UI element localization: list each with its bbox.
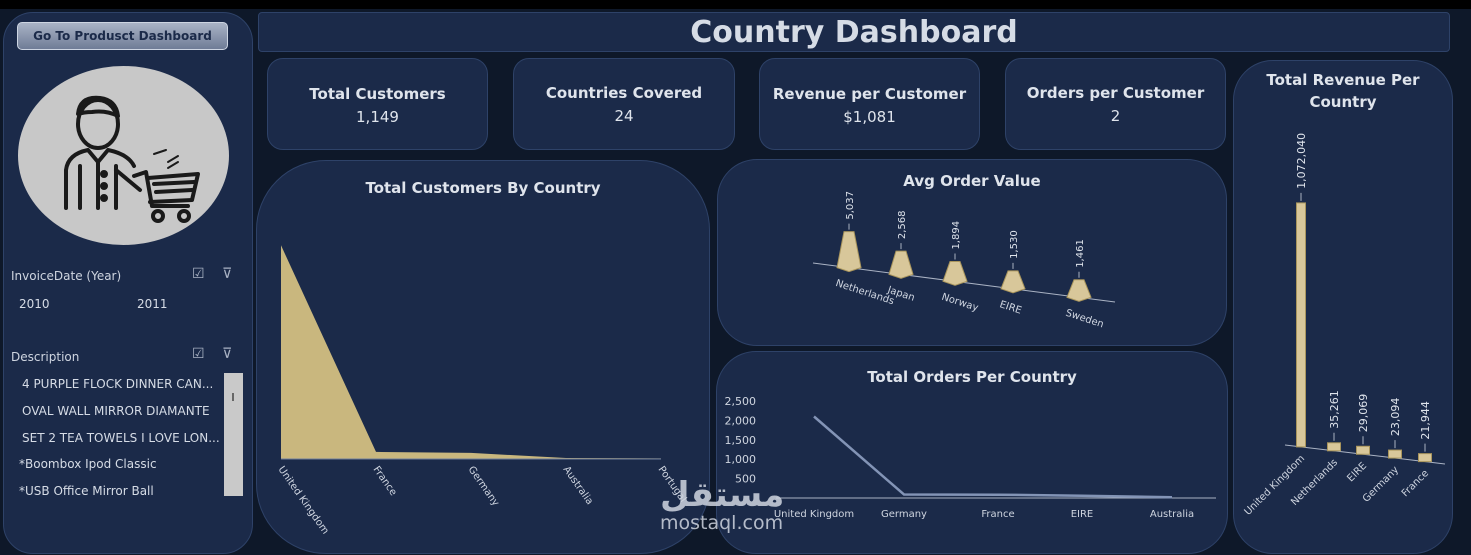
x-tick-label: Norway: [940, 292, 980, 314]
revenue-bar: [1418, 453, 1432, 463]
x-tick-label: Australia: [1150, 509, 1194, 520]
top-edge: [0, 0, 1471, 9]
kpi-card-orders-per-customer: Orders per Customer 2: [1005, 58, 1226, 150]
y-tick-label: 500: [735, 473, 756, 486]
data-label: 21,944: [1419, 401, 1432, 440]
multi-select-icon[interactable]: ☑: [192, 346, 205, 362]
go-to-product-dashboard-button[interactable]: Go To Produsct Dashboard: [17, 22, 228, 50]
x-tick-label: Germany: [466, 464, 501, 508]
orders-per-country-card: Total Orders Per Country: [716, 351, 1228, 554]
kpi-value: 1,149: [356, 108, 399, 126]
x-tick-label: EIRE: [1345, 461, 1369, 485]
aov-bar: [836, 231, 862, 273]
slicer-item-year[interactable]: 2011: [137, 297, 168, 311]
watermark-arabic: مستقل: [660, 475, 785, 515]
slicer-item-description[interactable]: *USB Office Mirror Ball: [19, 484, 154, 498]
header-bar: Country Dashboard: [258, 12, 1450, 52]
kpi-title: Total Customers: [309, 85, 446, 103]
kpi-value: 2: [1110, 107, 1121, 125]
invoice-year-slicer-label: InvoiceDate (Year): [11, 269, 122, 283]
x-tick-label: France: [1400, 468, 1431, 499]
kpi-card-revenue-per-customer: Revenue per Customer $1,081: [759, 58, 980, 150]
x-tick-label: Sweden: [1064, 308, 1105, 331]
revenue-bar: [1327, 442, 1341, 452]
x-tick-label: France: [981, 509, 1014, 520]
data-label: 29,069: [1357, 394, 1370, 433]
data-label: 2,568: [897, 210, 908, 239]
chart-title: Avg Order Value: [903, 172, 1041, 190]
kpi-card-countries-covered: Countries Covered 24: [513, 58, 735, 150]
x-tick-label: EIRE: [998, 299, 1023, 316]
slicer-item-year[interactable]: 2010: [19, 297, 50, 311]
kpi-card-total-customers: Total Customers 1,149: [267, 58, 488, 150]
chart-title: Total Revenue Per Country: [1266, 71, 1420, 111]
x-tick-label: Germany: [881, 509, 927, 520]
watermark: مستقل mostaql.com: [660, 478, 784, 534]
data-label: 1,461: [1075, 239, 1086, 268]
y-tick-label: 1,000: [725, 453, 757, 466]
revenue-bar: [1296, 202, 1306, 448]
revenue-bar: [1356, 445, 1370, 455]
watermark-latin: mostaql.com: [660, 512, 784, 534]
revenue-per-country-card: Total Revenue Per Country: [1233, 60, 1453, 554]
page-title: Country Dashboard: [690, 15, 1018, 50]
y-tick-label: 1,500: [725, 434, 757, 447]
clear-filter-icon[interactable]: ⊽: [222, 346, 233, 362]
aov-bar: [942, 261, 968, 286]
chart-title: Total Customers By Country: [365, 179, 601, 197]
data-label: 1,072,040: [1295, 133, 1308, 189]
data-label: 1,894: [951, 221, 962, 250]
avg-order-value-chart: 5,037Netherlands2,568Japan1,894Norway1,5…: [812, 191, 1116, 331]
orders-line: [813, 415, 1173, 499]
aov-bar: [1066, 279, 1092, 302]
chart-title: Total Orders Per Country: [867, 368, 1077, 386]
x-tick-label: United Kingdom: [276, 464, 331, 536]
y-tick-label: 2,500: [725, 395, 757, 408]
y-tick-label: 2,000: [725, 414, 757, 427]
customers-area: [281, 245, 661, 459]
data-label: 23,094: [1389, 398, 1402, 437]
x-tick-label: EIRE: [1071, 509, 1094, 520]
slicer-item-description[interactable]: *Boombox Ipod Classic: [19, 457, 157, 471]
slicer-item-description[interactable]: OVAL WALL MIRROR DIAMANTE: [22, 404, 210, 418]
description-slicer-label: Description: [11, 350, 80, 364]
kpi-value: $1,081: [843, 108, 896, 126]
multi-select-icon[interactable]: ☑: [192, 266, 205, 282]
x-tick-label: United Kingdom: [1243, 453, 1308, 518]
orders-per-country-chart: 2,500 2,000 1,500 1,000 500 United Kingdom Ger…: [725, 395, 1216, 520]
revenue-bar: [1388, 449, 1402, 459]
avg-order-value-card: Avg Order Value: [717, 159, 1227, 346]
data-label: 5,037: [845, 191, 856, 220]
customers-by-country-chart: United Kingdom France Germany Australia Port…: [276, 245, 688, 536]
customer-cart-icon: [64, 95, 200, 223]
kpi-value: 24: [614, 107, 634, 125]
x-tick-label: Australia: [561, 464, 595, 507]
data-label: 35,261: [1328, 390, 1341, 429]
aov-bar: [888, 250, 914, 279]
kpi-title: Revenue per Customer: [772, 85, 967, 103]
clear-filter-icon[interactable]: ⊽: [222, 266, 233, 282]
description-scrollbar[interactable]: [224, 373, 243, 496]
scroll-thumb[interactable]: [232, 393, 234, 401]
x-tick-label: United Kingdom: [774, 509, 854, 520]
slicer-item-description[interactable]: SET 2 TEA TOWELS I LOVE LON...: [22, 431, 220, 445]
avatar: [18, 66, 229, 245]
kpi-title: Orders per Customer: [1026, 84, 1205, 102]
kpi-title: Countries Covered: [545, 84, 703, 102]
aov-bar: [1000, 270, 1026, 294]
slicer-item-description[interactable]: 4 PURPLE FLOCK DINNER CAN...: [22, 377, 214, 391]
x-tick-label: France: [371, 464, 399, 498]
data-label: 1,530: [1009, 230, 1020, 259]
